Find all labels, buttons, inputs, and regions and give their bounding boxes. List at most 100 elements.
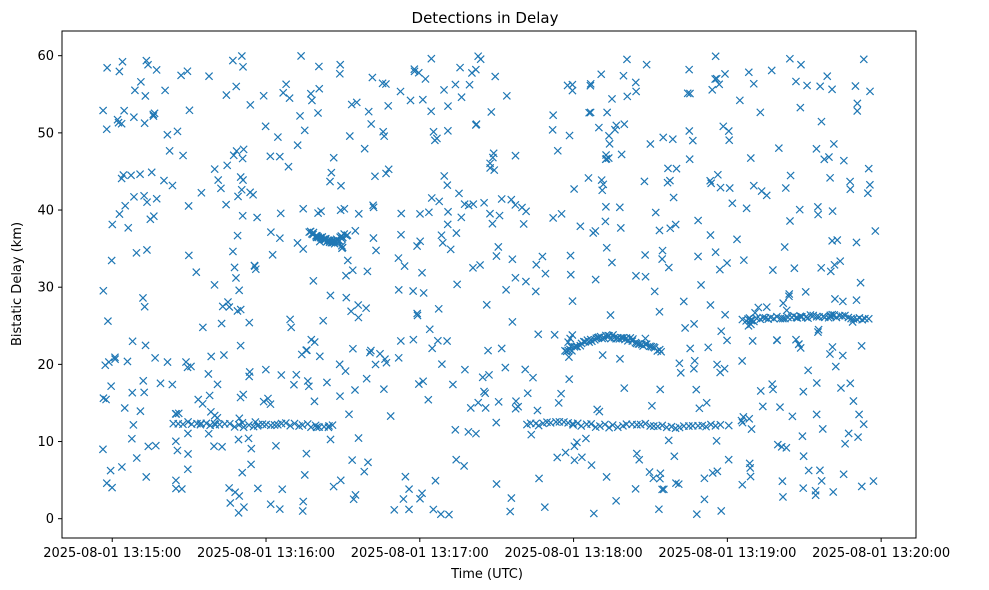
data-point <box>103 63 112 72</box>
data-point <box>659 133 668 142</box>
data-point <box>863 189 872 198</box>
data-point <box>587 461 596 470</box>
data-point <box>568 86 577 95</box>
data-point <box>396 336 405 346</box>
data-point <box>774 144 783 153</box>
data-point <box>486 163 495 172</box>
data-point <box>846 379 855 388</box>
data-point <box>121 201 130 210</box>
data-point <box>369 203 378 212</box>
data-point <box>746 154 755 163</box>
data-point <box>785 216 795 226</box>
data-point <box>129 192 138 201</box>
data-point <box>129 420 138 429</box>
data-point <box>679 297 688 306</box>
data-point <box>690 356 699 365</box>
data-point <box>261 122 270 131</box>
data-point <box>464 201 473 210</box>
data-point <box>586 79 595 88</box>
data-point <box>616 223 625 232</box>
data-point <box>747 425 756 434</box>
data-point <box>591 275 600 284</box>
data-point <box>216 184 225 193</box>
data-point <box>428 344 437 353</box>
data-point <box>384 165 393 174</box>
data-point <box>791 77 800 86</box>
data-point <box>239 423 248 432</box>
data-point <box>185 106 194 115</box>
data-point <box>409 287 418 296</box>
data-point <box>813 202 822 211</box>
data-point <box>234 420 243 429</box>
data-point <box>299 497 308 506</box>
data-point <box>351 226 360 235</box>
data-point <box>235 491 244 501</box>
data-point <box>198 323 207 332</box>
data-point <box>605 423 614 432</box>
data-point <box>429 505 438 514</box>
data-point <box>836 383 845 393</box>
data-point <box>214 176 223 185</box>
data-point <box>293 141 302 150</box>
data-point <box>127 171 136 180</box>
data-point <box>767 66 776 75</box>
data-point <box>655 474 664 483</box>
data-point <box>99 394 108 403</box>
x-tick-label: 2025-08-01 13:20:00 <box>812 546 950 561</box>
data-point <box>706 231 715 240</box>
data-point <box>490 166 499 175</box>
data-point <box>497 344 506 353</box>
data-point <box>354 434 363 443</box>
data-point <box>277 371 286 380</box>
data-point <box>744 321 753 330</box>
data-point <box>460 365 469 374</box>
data-point <box>446 245 455 254</box>
data-point <box>831 362 840 371</box>
data-point <box>694 216 703 225</box>
data-point <box>298 506 307 516</box>
data-point <box>198 399 207 408</box>
data-point <box>271 441 280 450</box>
data-point <box>830 260 839 269</box>
data-point <box>236 341 245 350</box>
data-point <box>443 181 452 190</box>
data-point <box>738 356 747 365</box>
data-point <box>612 496 621 505</box>
data-point <box>502 285 511 294</box>
data-point <box>343 256 352 265</box>
data-point <box>396 230 406 239</box>
data-point <box>156 379 165 388</box>
data-point <box>275 505 284 514</box>
data-point <box>128 337 137 346</box>
data-point <box>511 273 520 282</box>
data-point <box>284 162 293 171</box>
data-point <box>141 341 150 350</box>
data-point <box>724 455 733 464</box>
data-point <box>266 228 275 237</box>
data-point <box>716 420 725 429</box>
data-point <box>721 310 730 319</box>
data-point <box>205 391 214 400</box>
data-point <box>343 231 352 240</box>
data-point <box>864 164 873 173</box>
data-point <box>140 388 149 397</box>
data-point <box>480 198 489 207</box>
data-point <box>511 397 520 406</box>
data-point <box>354 209 363 218</box>
data-point <box>846 185 855 194</box>
data-point <box>858 315 867 324</box>
data-point <box>371 360 380 369</box>
data-point <box>149 212 158 221</box>
data-point <box>783 313 793 322</box>
data-point <box>549 213 558 222</box>
data-point <box>184 449 193 458</box>
data-point <box>297 350 306 359</box>
data-point <box>151 353 160 362</box>
data-point <box>270 420 279 429</box>
data-point <box>820 155 829 164</box>
data-point <box>183 429 192 438</box>
data-point <box>110 353 119 362</box>
data-point <box>620 120 629 129</box>
data-point <box>433 336 442 345</box>
data-point <box>347 307 356 316</box>
